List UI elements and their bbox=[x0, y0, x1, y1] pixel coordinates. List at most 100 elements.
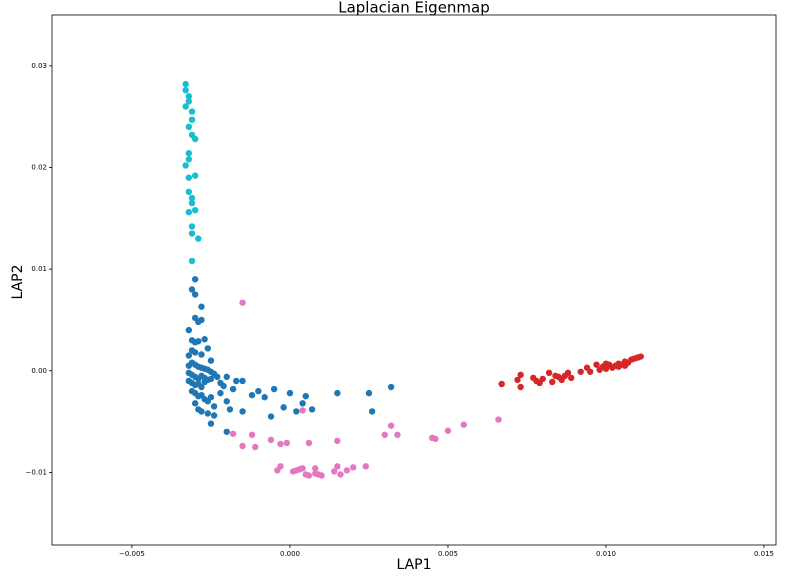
scatter-point bbox=[185, 326, 193, 334]
x-tick-label: 0.010 bbox=[596, 550, 616, 558]
scatter-point bbox=[394, 431, 401, 439]
scatter-point bbox=[185, 362, 193, 369]
scatter-point bbox=[188, 230, 196, 237]
y-axis-label: LAP2 bbox=[10, 264, 26, 299]
scatter-point bbox=[387, 422, 395, 429]
scatter-point bbox=[255, 387, 262, 395]
scatter-point bbox=[185, 156, 193, 163]
scatter-point bbox=[514, 376, 521, 384]
scatter-point bbox=[191, 135, 199, 143]
scatter-point bbox=[198, 316, 205, 324]
scatter-point bbox=[188, 108, 196, 115]
scatter-point bbox=[226, 406, 234, 413]
scatter-point bbox=[545, 369, 553, 377]
scatter-point bbox=[283, 439, 291, 447]
scatter-point bbox=[191, 172, 199, 179]
scatter-point bbox=[305, 472, 313, 479]
scatter-point bbox=[207, 375, 215, 383]
scatter-point bbox=[239, 299, 246, 306]
scatter-point bbox=[252, 443, 259, 451]
scatter-point bbox=[248, 391, 256, 399]
scatter-point bbox=[223, 373, 230, 381]
y-tick-label: 0.01 bbox=[31, 265, 47, 273]
scatter-point bbox=[299, 465, 306, 472]
scatter-point bbox=[233, 377, 240, 385]
y-tick-label: 0.03 bbox=[31, 62, 47, 70]
scatter-point bbox=[195, 338, 202, 345]
scatter-point bbox=[198, 383, 205, 391]
scatter-point bbox=[207, 394, 215, 401]
scatter-point bbox=[517, 371, 524, 379]
scatter-point bbox=[217, 389, 224, 397]
scatter-point bbox=[586, 368, 594, 375]
scatter-point bbox=[223, 398, 230, 405]
scatter-point bbox=[214, 373, 221, 381]
scatter-point bbox=[593, 361, 600, 368]
scatter-point bbox=[337, 471, 344, 478]
scatter-point bbox=[564, 369, 572, 377]
scatter-point bbox=[185, 123, 193, 131]
scatter-point bbox=[277, 440, 284, 448]
scatter-point bbox=[188, 257, 196, 265]
scatter-point bbox=[539, 375, 546, 383]
scatter-point bbox=[207, 357, 215, 364]
scatter-point bbox=[308, 406, 316, 413]
scatter-point bbox=[191, 349, 199, 356]
scatter-point bbox=[293, 408, 300, 415]
scatter-point bbox=[210, 412, 218, 419]
scatter-point bbox=[362, 463, 370, 470]
scatter-point bbox=[331, 468, 338, 475]
scatter-point bbox=[334, 437, 341, 445]
scatter-point bbox=[444, 427, 452, 434]
scatter-point bbox=[198, 351, 205, 358]
scatter-point bbox=[191, 276, 199, 283]
scatter-point bbox=[299, 400, 306, 407]
scatter-point bbox=[220, 382, 227, 390]
scatter-point bbox=[191, 400, 199, 407]
scatter-point bbox=[621, 362, 629, 369]
scatter-point bbox=[207, 420, 215, 427]
scatter-point bbox=[334, 463, 341, 470]
scatter-point bbox=[305, 439, 313, 447]
scatter-point bbox=[185, 174, 193, 181]
scatter-point bbox=[239, 442, 246, 450]
y-tick-label: 0.02 bbox=[31, 163, 47, 171]
scatter-point bbox=[568, 374, 575, 382]
scatter-point bbox=[280, 404, 287, 411]
scatter-point bbox=[239, 408, 246, 415]
scatter-point bbox=[185, 188, 193, 196]
scatter-point bbox=[198, 408, 205, 415]
scatter-point bbox=[191, 291, 199, 298]
scatter-point bbox=[498, 380, 505, 388]
scatter-point bbox=[261, 394, 268, 401]
scatter-point bbox=[223, 428, 230, 435]
scatter-point bbox=[267, 436, 275, 444]
scatter-point bbox=[185, 208, 193, 216]
scatter-point bbox=[204, 345, 211, 352]
x-tick-label: 0.000 bbox=[280, 550, 300, 558]
scatter-point bbox=[182, 103, 189, 110]
scatter-point bbox=[495, 416, 502, 423]
scatter-point bbox=[349, 464, 357, 471]
scatter-point bbox=[188, 116, 196, 123]
scatter-point bbox=[182, 162, 189, 169]
scatter-point bbox=[201, 378, 208, 386]
x-tick-label: 0.005 bbox=[438, 550, 458, 558]
scatter-point bbox=[343, 467, 351, 474]
scatter-point bbox=[460, 421, 467, 428]
scatter-point bbox=[182, 87, 189, 94]
scatter-point bbox=[517, 383, 524, 391]
scatter-point bbox=[299, 407, 306, 414]
scatter-point bbox=[432, 435, 439, 443]
scatter-point bbox=[615, 363, 622, 370]
scatter-point bbox=[229, 430, 237, 437]
scatter-point bbox=[185, 98, 193, 105]
scatter-point bbox=[381, 431, 388, 439]
scatter-point bbox=[334, 389, 341, 397]
scatter-point bbox=[286, 389, 294, 397]
y-tick-label: 0.00 bbox=[31, 367, 47, 375]
scatter-point bbox=[577, 368, 584, 375]
scatter-point bbox=[270, 385, 278, 393]
scatter-point bbox=[188, 194, 196, 202]
